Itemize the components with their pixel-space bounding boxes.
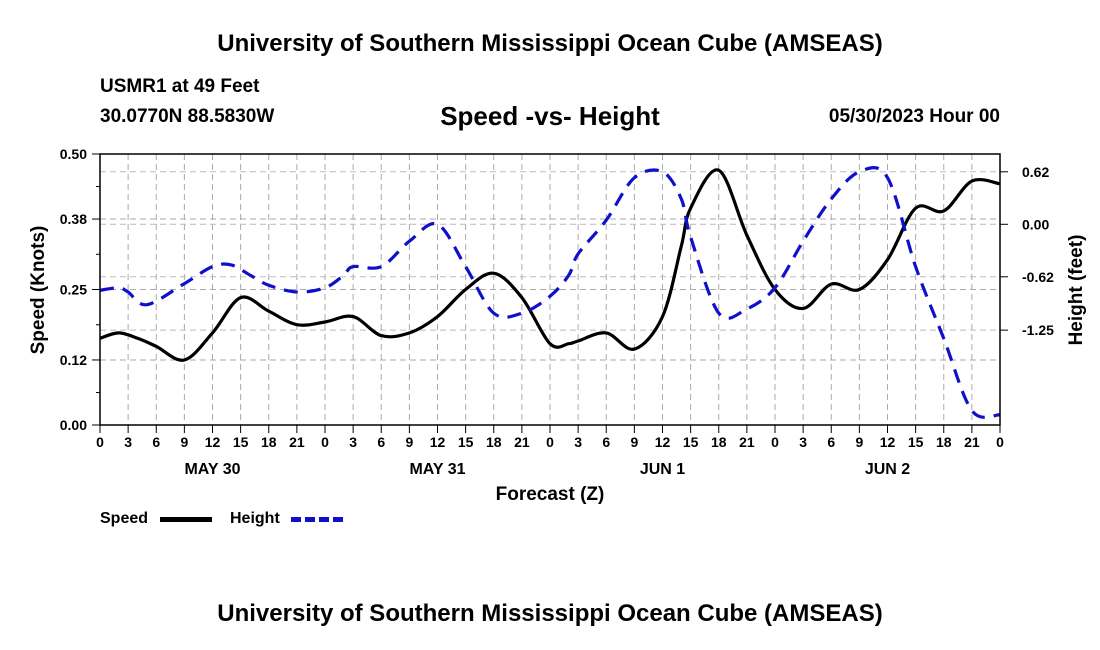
x-tick-label: 9 [180, 434, 188, 450]
y2-axis-label: Height (feet) [1066, 235, 1087, 346]
legend-speed-label: Speed [100, 510, 149, 527]
y2-tick-label: 0.00 [1022, 216, 1049, 232]
axes: 0 3 6 9 12 15 18 21 0 3 6 9 12 15 18 21 0 3 6 9 12 15 18 21 0 3 6 9… [60, 146, 1054, 478]
x-tick-label: 12 [880, 434, 896, 450]
x-tick-label: 12 [430, 434, 446, 450]
x-tick-label: 18 [261, 434, 277, 450]
x-tick-label: 12 [655, 434, 671, 450]
grid [100, 154, 1000, 425]
x-tick-label: 9 [630, 434, 638, 450]
x-tick-label: 9 [405, 434, 413, 450]
y2-tick-label: -1.25 [1022, 322, 1054, 338]
x-date-label: JUN 1 [640, 461, 685, 478]
series-layer [99, 165, 1001, 419]
x-tick-label: 15 [908, 434, 924, 450]
y-axis-label: Speed (Knots) [28, 226, 49, 355]
legend-speed-swatch [160, 517, 212, 522]
y-tick-label: 0.12 [60, 352, 87, 368]
x-tick-label: 3 [574, 434, 582, 450]
forecast-datetime: 05/30/2023 Hour 00 [828, 106, 1000, 127]
y-tick-label: 0.00 [60, 417, 87, 433]
y2-tick-label: 0.62 [1022, 164, 1049, 180]
x-tick-label: 0 [96, 434, 104, 450]
x-tick-label: 0 [546, 434, 554, 450]
series-line-speed [99, 168, 1001, 362]
x-tick-label: 18 [486, 434, 502, 450]
x-tick-label: 6 [827, 434, 835, 450]
footer-title: University of Southern Mississippi Ocean… [217, 600, 883, 627]
coordinates-label: 30.0770N 88.5830W [100, 106, 275, 127]
x-date-label: MAY 30 [184, 461, 240, 478]
x-tick-label: 18 [936, 434, 952, 450]
x-tick-label: 15 [683, 434, 699, 450]
x-tick-label: 18 [711, 434, 727, 450]
x-tick-label: 21 [514, 434, 530, 450]
x-tick-label: 21 [289, 434, 305, 450]
x-tick-label: 0 [771, 434, 779, 450]
x-tick-label: 6 [152, 434, 160, 450]
x-tick-label: 3 [349, 434, 357, 450]
x-tick-label: 21 [964, 434, 980, 450]
x-tick-label: 15 [233, 434, 249, 450]
legend-height-label: Height [230, 510, 280, 527]
chart-main-title: University of Southern Mississippi Ocean… [217, 30, 883, 57]
x-tick-label: 0 [321, 434, 329, 450]
chart-subtitle: Speed -vs- Height [440, 101, 660, 131]
x-tick-label: 3 [799, 434, 807, 450]
x-tick-label: 21 [739, 434, 755, 450]
x-date-label: JUN 2 [865, 461, 910, 478]
x-tick-label: 9 [855, 434, 863, 450]
x-tick-label: 12 [205, 434, 221, 450]
legend-height-swatch [291, 517, 343, 522]
x-tick-label: 15 [458, 434, 474, 450]
y-tick-label: 0.25 [60, 282, 87, 298]
series-line-height [99, 165, 1001, 419]
x-tick-label: 6 [377, 434, 385, 450]
x-tick-label: 3 [124, 434, 132, 450]
y-tick-label: 0.38 [60, 211, 87, 227]
x-axis-label: Forecast (Z) [496, 484, 605, 505]
x-date-label: MAY 31 [409, 461, 465, 478]
station-label: USMR1 at 49 Feet [100, 76, 260, 97]
y-tick-label: 0.50 [60, 146, 87, 162]
x-tick-label: 0 [996, 434, 1004, 450]
y2-tick-label: -0.62 [1022, 269, 1054, 285]
x-tick-label: 6 [602, 434, 610, 450]
